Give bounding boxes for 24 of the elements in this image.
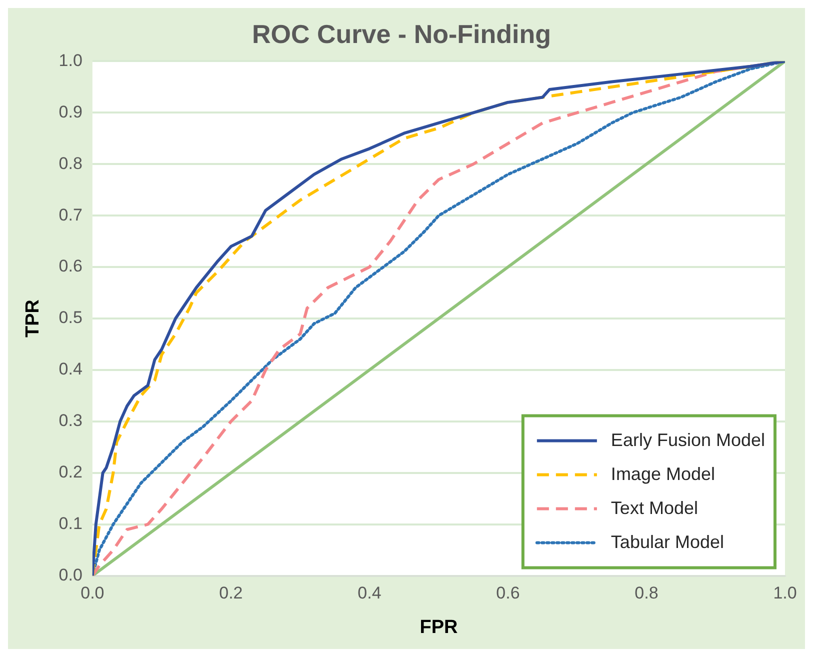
y-tick-label: 0.5 xyxy=(58,308,82,328)
y-tick-label: 0.8 xyxy=(58,154,82,173)
y-tick-label: 0.1 xyxy=(58,514,82,534)
x-tick-label: 0.8 xyxy=(634,584,658,603)
legend-label: Tabular Model xyxy=(610,532,724,552)
y-axis-title: TPR xyxy=(22,299,44,338)
chart-title: ROC Curve - No-Finding xyxy=(252,18,551,49)
x-tick-label: 0.2 xyxy=(219,584,243,603)
x-tick-label: 0.6 xyxy=(496,584,520,603)
y-tick-label: 0.4 xyxy=(58,360,82,379)
x-axis-title: FPR xyxy=(420,616,458,638)
y-tick-label: 0.9 xyxy=(58,102,82,122)
y-tick-label: 1.0 xyxy=(58,50,82,70)
y-tick-label: 0.7 xyxy=(58,205,82,224)
y-tick-label: 0.0 xyxy=(58,565,82,584)
y-tick-label: 0.6 xyxy=(58,256,82,276)
x-tick-label: 0.0 xyxy=(80,584,104,603)
legend-label: Text Model xyxy=(610,498,698,518)
x-tick-label: 1.0 xyxy=(773,584,797,603)
y-tick-label: 0.2 xyxy=(58,462,82,482)
legend-label: Image Model xyxy=(610,464,715,484)
legend-label: Early Fusion Model xyxy=(610,430,766,450)
y-tick-label: 0.3 xyxy=(58,411,82,430)
x-tick-label: 0.4 xyxy=(358,584,382,603)
